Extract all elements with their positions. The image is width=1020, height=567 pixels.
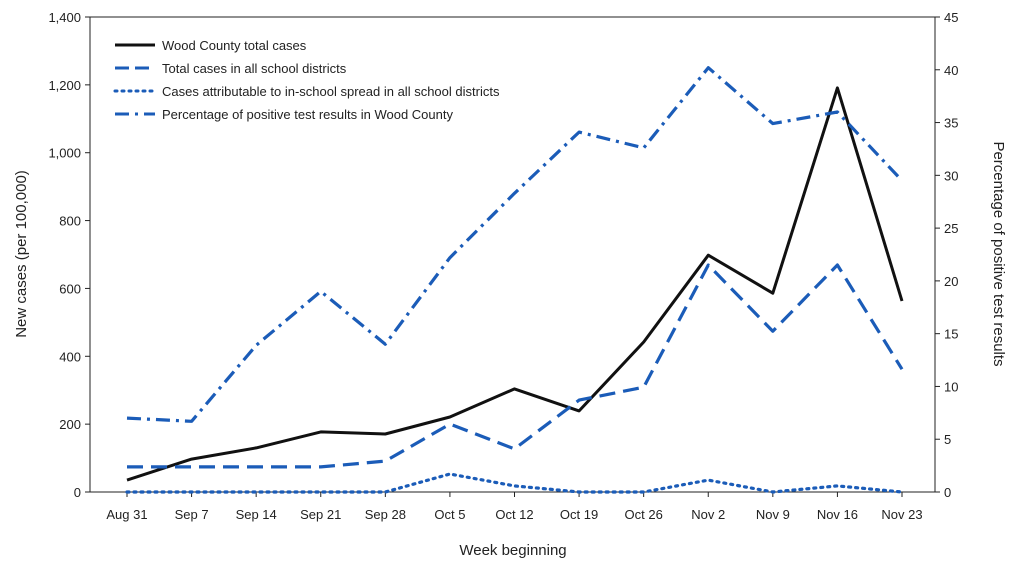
legend-label: Wood County total cases bbox=[162, 38, 307, 53]
y2-tick-label: 30 bbox=[944, 168, 958, 183]
y2-tick-label: 40 bbox=[944, 63, 958, 78]
y-tick-label: 600 bbox=[59, 281, 81, 296]
x-tick-label: Nov 2 bbox=[691, 507, 725, 522]
y-tick-label: 800 bbox=[59, 214, 81, 229]
x-tick-label: Oct 5 bbox=[434, 507, 465, 522]
x-tick-label: Sep 14 bbox=[236, 507, 277, 522]
plot-frame bbox=[89, 16, 936, 493]
legend-label: Cases attributable to in-school spread i… bbox=[162, 84, 500, 99]
series-line-3 bbox=[125, 472, 904, 494]
y-tick-label: 0 bbox=[74, 485, 81, 500]
y2-tick-label: 0 bbox=[944, 485, 951, 500]
y2-tick-label: 45 bbox=[944, 10, 958, 25]
y-tick-label: 200 bbox=[59, 417, 81, 432]
y-tick-label: 1,000 bbox=[48, 146, 81, 161]
y2-tick-label: 20 bbox=[944, 274, 958, 289]
x-tick-label: Oct 19 bbox=[560, 507, 598, 522]
legend-label: Total cases in all school districts bbox=[162, 61, 347, 76]
y2-tick-label: 35 bbox=[944, 116, 958, 131]
y2-tick-label: 25 bbox=[944, 221, 958, 236]
series-line-2 bbox=[127, 263, 904, 469]
x-axis-label: Week beginning bbox=[459, 542, 566, 559]
x-tick-label: Sep 21 bbox=[300, 507, 341, 522]
y-tick-label: 1,400 bbox=[48, 10, 81, 25]
y2-tick-label: 15 bbox=[944, 327, 958, 342]
series-line-4 bbox=[126, 66, 904, 423]
y-axis-label: New cases (per 100,000) bbox=[13, 170, 30, 338]
x-tick-label: Nov 9 bbox=[756, 507, 790, 522]
y-tick-label: 1,200 bbox=[48, 78, 81, 93]
y2-tick-label: 10 bbox=[944, 379, 958, 394]
y2-axis-label: Percentage of positive test results bbox=[990, 141, 1007, 366]
x-tick-label: Sep 28 bbox=[365, 507, 406, 522]
x-tick-label: Nov 16 bbox=[817, 507, 858, 522]
x-tick-label: Oct 26 bbox=[625, 507, 663, 522]
x-tick-label: Aug 31 bbox=[106, 507, 147, 522]
series-line-1 bbox=[126, 86, 904, 482]
legend-label: Percentage of positive test results in W… bbox=[162, 107, 453, 122]
x-tick-label: Sep 7 bbox=[175, 507, 209, 522]
y2-tick-label: 5 bbox=[944, 432, 951, 447]
x-tick-label: Oct 12 bbox=[495, 507, 533, 522]
x-tick-label: Nov 23 bbox=[881, 507, 922, 522]
y-tick-label: 400 bbox=[59, 349, 81, 364]
